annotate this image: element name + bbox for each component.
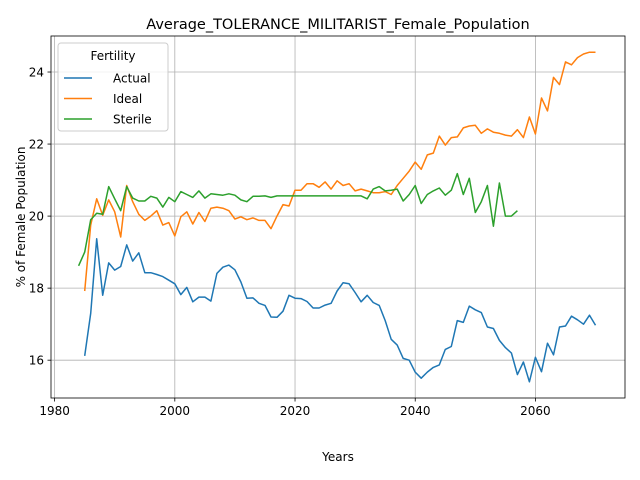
y-tick-label: 18 [29, 282, 44, 296]
x-tick-label: 2020 [280, 404, 311, 418]
x-tick-label: 2040 [400, 404, 431, 418]
legend-label-ideal: Ideal [113, 92, 142, 106]
axis-ticks: 1980 2000 2020 2040 2060 16 18 20 22 24 [29, 66, 551, 418]
series-line-actual [83, 238, 597, 383]
legend: Fertility Actual Ideal Sterile [57, 42, 169, 132]
legend-items: Actual Ideal Sterile [64, 72, 152, 127]
x-axis-title: Years [321, 450, 354, 464]
chart-title: Average_TOLERANCE_MILITARIST_Female_Popu… [146, 17, 529, 33]
plot-frame [50, 35, 626, 399]
series-line-sterile [77, 172, 518, 267]
y-tick-label: 16 [29, 354, 44, 368]
y-axis-title: % of Female Population [14, 147, 28, 288]
series-layer [77, 51, 597, 383]
y-tick-label: 20 [29, 210, 44, 224]
grid [51, 36, 625, 398]
x-tick-label: 2060 [520, 404, 551, 418]
legend-box [57, 42, 169, 132]
y-tick-label: 24 [29, 66, 44, 80]
legend-label-actual: Actual [113, 72, 151, 86]
series-line-ideal [83, 51, 596, 292]
x-tick-label: 1980 [39, 404, 70, 418]
x-tick-label: 2000 [160, 404, 191, 418]
legend-label-sterile: Sterile [113, 113, 152, 127]
y-tick-label: 22 [29, 138, 44, 152]
legend-title: Fertility [90, 49, 135, 63]
